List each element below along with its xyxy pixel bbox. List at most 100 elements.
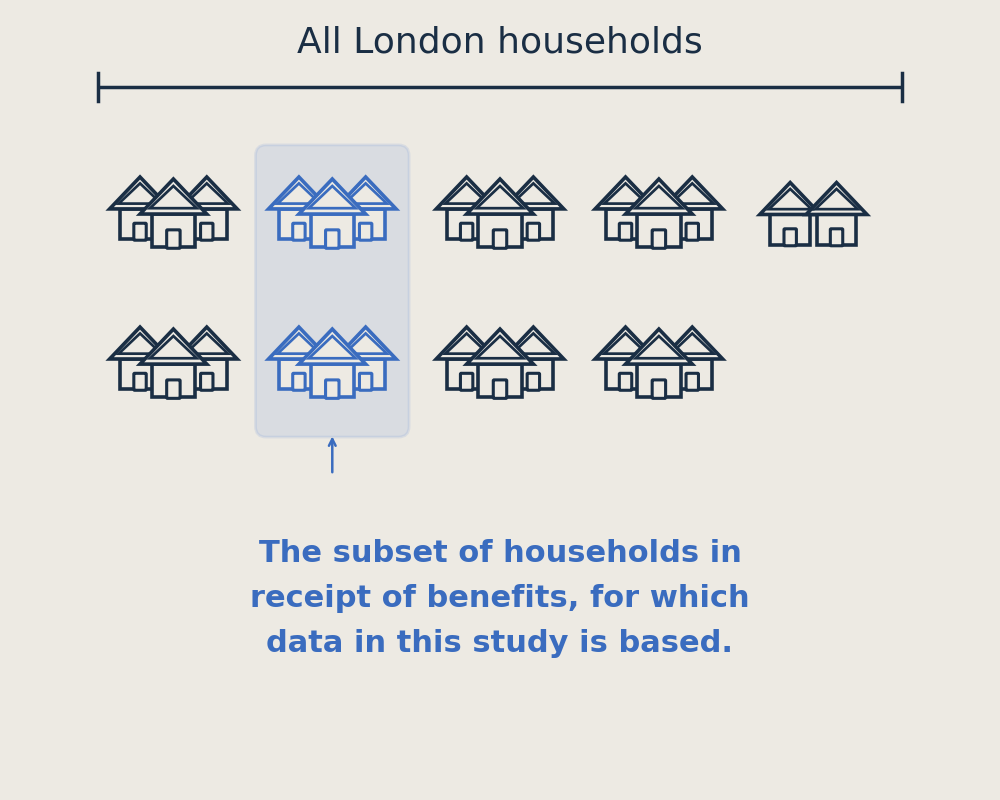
FancyBboxPatch shape	[493, 230, 507, 248]
Bar	[514, 359, 553, 390]
FancyBboxPatch shape	[255, 145, 409, 437]
Polygon shape	[477, 336, 523, 358]
Polygon shape	[309, 336, 356, 358]
Polygon shape	[119, 334, 161, 354]
Polygon shape	[806, 182, 867, 214]
Polygon shape	[662, 327, 723, 359]
FancyBboxPatch shape	[359, 223, 372, 240]
Bar	[279, 209, 319, 239]
Bar	[120, 209, 160, 239]
Polygon shape	[671, 334, 714, 354]
Polygon shape	[309, 186, 356, 208]
Polygon shape	[335, 327, 396, 359]
FancyBboxPatch shape	[830, 229, 843, 246]
Polygon shape	[512, 334, 555, 354]
FancyBboxPatch shape	[527, 223, 540, 240]
Polygon shape	[140, 179, 207, 214]
Bar	[311, 214, 354, 247]
FancyBboxPatch shape	[619, 223, 632, 240]
Text: All London households: All London households	[297, 26, 703, 59]
Polygon shape	[604, 183, 647, 204]
FancyBboxPatch shape	[201, 374, 213, 390]
Polygon shape	[110, 177, 170, 209]
Polygon shape	[140, 329, 207, 364]
Bar	[637, 214, 681, 247]
Polygon shape	[299, 329, 366, 364]
Polygon shape	[604, 334, 647, 354]
Polygon shape	[626, 329, 692, 364]
Polygon shape	[760, 182, 821, 214]
Polygon shape	[445, 334, 488, 354]
Polygon shape	[185, 334, 228, 354]
Bar	[672, 359, 712, 390]
Polygon shape	[299, 179, 366, 214]
Bar	[346, 209, 385, 239]
Polygon shape	[269, 177, 329, 209]
Polygon shape	[278, 183, 320, 204]
Bar	[152, 214, 195, 247]
Polygon shape	[467, 329, 533, 364]
Polygon shape	[595, 327, 656, 359]
FancyBboxPatch shape	[134, 374, 146, 390]
Bar	[447, 359, 486, 390]
Bar	[770, 214, 810, 245]
Bar	[478, 214, 522, 247]
Polygon shape	[512, 183, 555, 204]
Bar	[478, 364, 522, 398]
Polygon shape	[150, 336, 197, 358]
Bar	[279, 359, 319, 390]
FancyBboxPatch shape	[493, 380, 507, 398]
FancyBboxPatch shape	[167, 380, 180, 398]
Bar	[311, 364, 354, 398]
Bar	[606, 209, 645, 239]
Polygon shape	[467, 179, 533, 214]
FancyBboxPatch shape	[460, 374, 473, 390]
Polygon shape	[815, 189, 858, 209]
FancyBboxPatch shape	[293, 374, 305, 390]
Bar	[346, 359, 385, 390]
FancyBboxPatch shape	[293, 223, 305, 240]
Polygon shape	[477, 186, 523, 208]
FancyBboxPatch shape	[326, 380, 339, 398]
FancyBboxPatch shape	[619, 374, 632, 390]
Polygon shape	[436, 177, 497, 209]
Text: The subset of households in
receipt of benefits, for which
data in this study is: The subset of households in receipt of b…	[250, 539, 750, 658]
FancyBboxPatch shape	[134, 223, 146, 240]
FancyBboxPatch shape	[652, 380, 666, 398]
Bar	[447, 209, 486, 239]
Bar	[187, 209, 227, 239]
Polygon shape	[769, 189, 811, 209]
Bar	[152, 364, 195, 398]
Polygon shape	[636, 336, 682, 358]
Polygon shape	[110, 327, 170, 359]
Polygon shape	[278, 334, 320, 354]
Bar	[187, 359, 227, 390]
FancyBboxPatch shape	[686, 374, 698, 390]
Polygon shape	[445, 183, 488, 204]
Polygon shape	[344, 334, 387, 354]
Polygon shape	[269, 327, 329, 359]
Bar	[637, 364, 681, 398]
Polygon shape	[436, 327, 497, 359]
Polygon shape	[626, 179, 692, 214]
FancyBboxPatch shape	[326, 230, 339, 248]
FancyBboxPatch shape	[359, 374, 372, 390]
Polygon shape	[636, 186, 682, 208]
FancyBboxPatch shape	[527, 374, 540, 390]
FancyBboxPatch shape	[652, 230, 666, 248]
Polygon shape	[503, 327, 564, 359]
Bar	[514, 209, 553, 239]
FancyBboxPatch shape	[686, 223, 698, 240]
FancyBboxPatch shape	[201, 223, 213, 240]
Bar	[120, 359, 160, 390]
Polygon shape	[176, 177, 237, 209]
Bar	[606, 359, 645, 390]
Polygon shape	[335, 177, 396, 209]
Polygon shape	[662, 177, 723, 209]
Bar	[672, 209, 712, 239]
Polygon shape	[119, 183, 161, 204]
Bar	[817, 214, 856, 245]
Polygon shape	[344, 183, 387, 204]
Polygon shape	[503, 177, 564, 209]
FancyBboxPatch shape	[460, 223, 473, 240]
